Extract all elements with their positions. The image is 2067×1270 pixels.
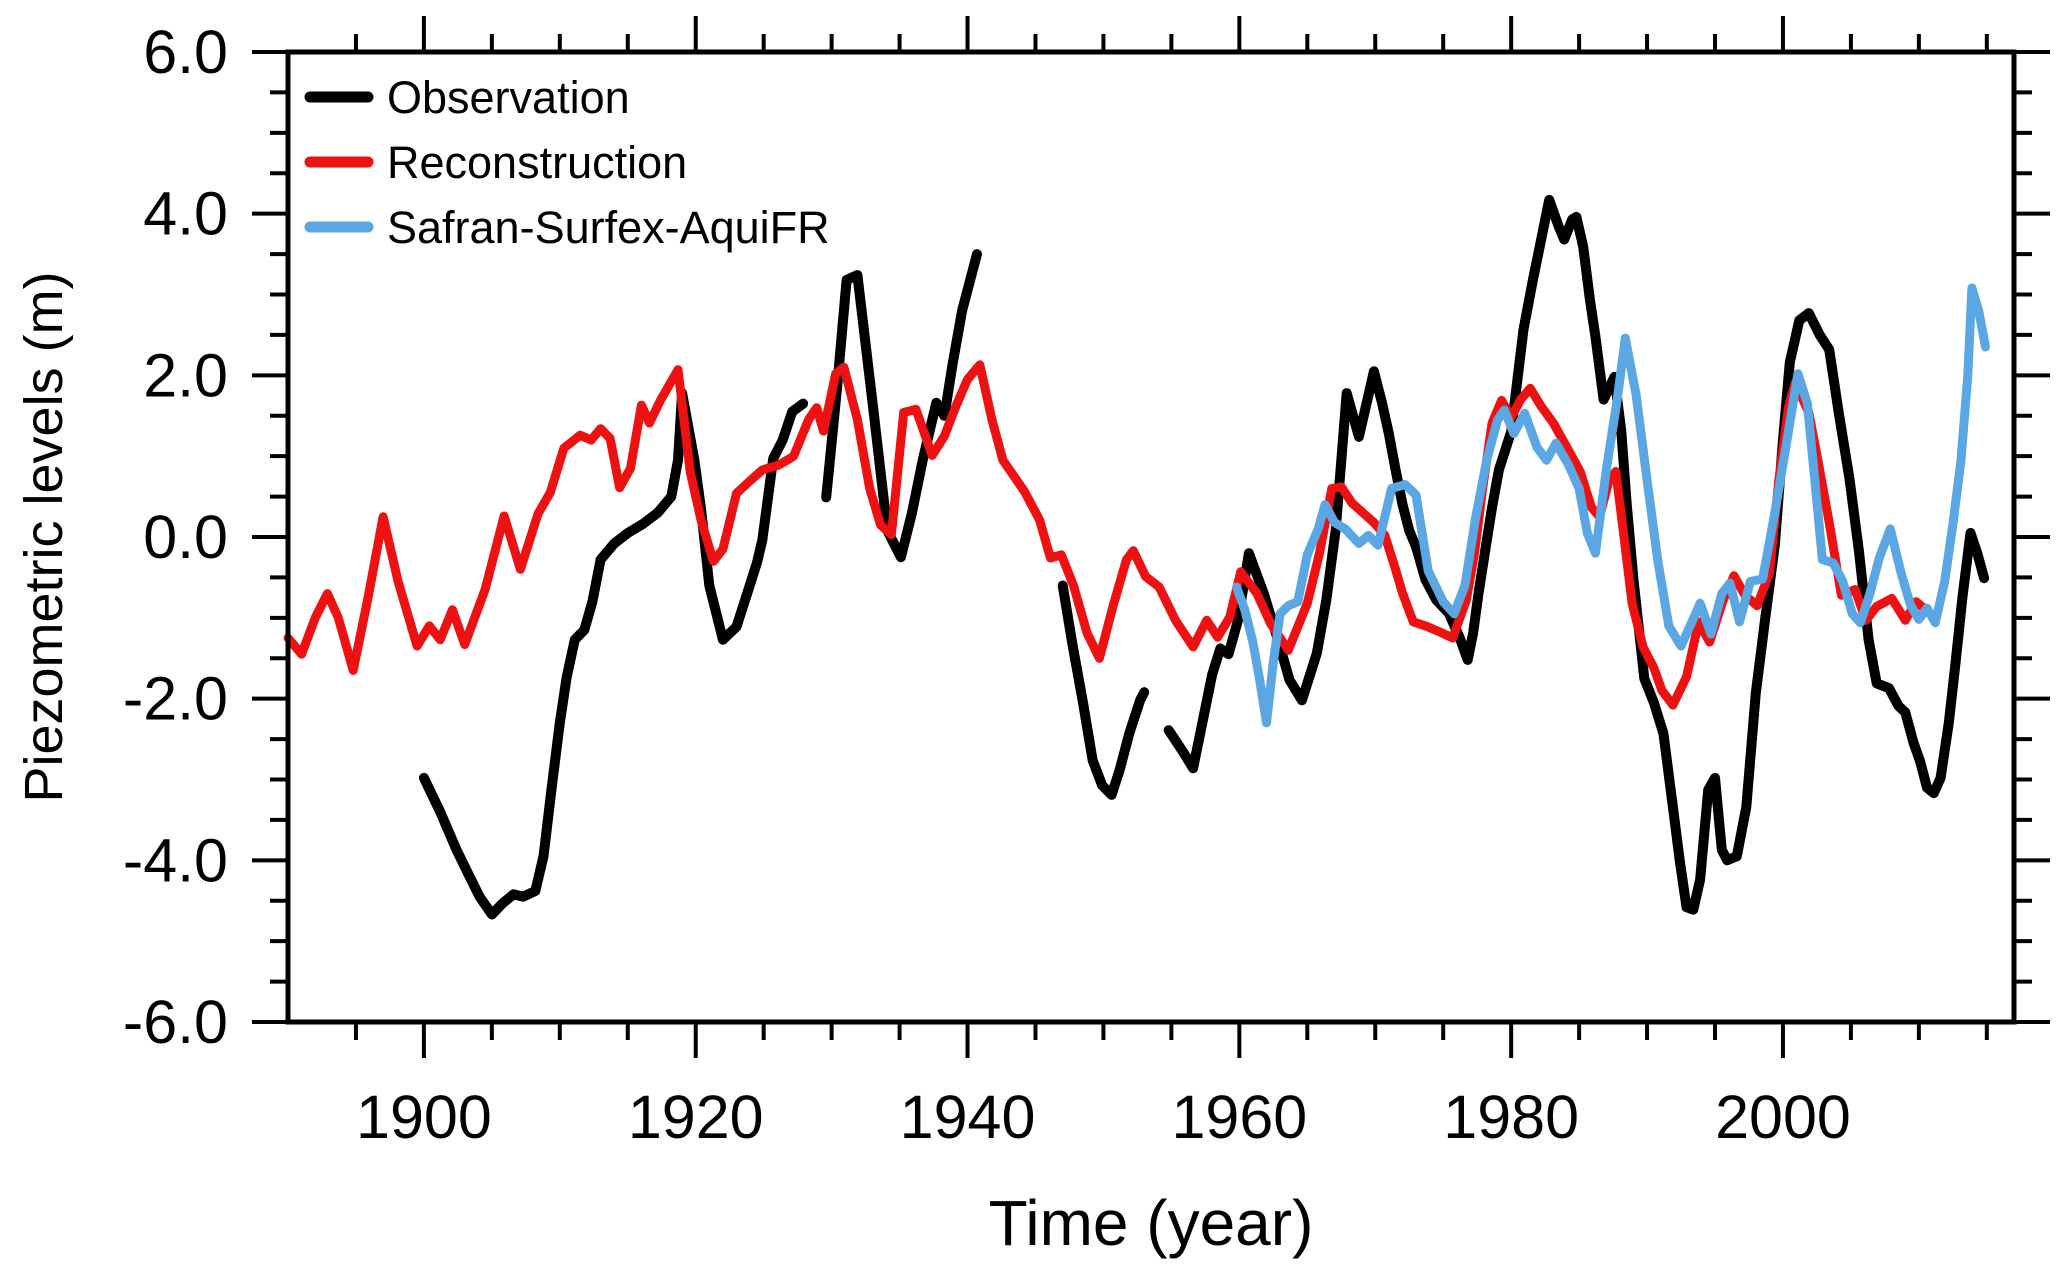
- series-observation-line: [418, 388, 809, 920]
- series-observation-line: [821, 249, 982, 563]
- x-tick-label: 1960: [1171, 1083, 1307, 1151]
- series-reconstruction-line: [283, 360, 1931, 710]
- y-tick-label: -2.0: [123, 665, 228, 733]
- y-tick-label: -4.0: [123, 826, 228, 894]
- x-tick-label: 1940: [900, 1083, 1036, 1151]
- series-observation-line: [1163, 194, 1990, 915]
- y-tick-label: 6.0: [143, 18, 228, 86]
- x-axis-title: Time (year): [989, 1187, 1314, 1259]
- x-tick-label: 1900: [356, 1083, 492, 1151]
- y-tick-label: -6.0: [123, 988, 228, 1056]
- axis-ticks: [252, 16, 2050, 1058]
- series-observation-line: [1057, 580, 1150, 800]
- legend-observation-label: Observation: [387, 72, 630, 123]
- data-series: [283, 194, 1990, 920]
- x-tick-label: 1920: [628, 1083, 764, 1151]
- legend-reconstruction-label: Reconstruction: [387, 137, 687, 188]
- y-tick-label: 0.0: [143, 503, 228, 571]
- x-tick-label: 2000: [1715, 1083, 1851, 1151]
- y-tick-label: 4.0: [143, 180, 228, 248]
- plot-frame: [285, 49, 2017, 1025]
- legend: Observation Reconstruction Safran-Surfex…: [304, 72, 830, 253]
- series-safran-surfex-aquifr-line: [1232, 283, 1990, 728]
- x-tick-label: 1980: [1443, 1083, 1579, 1151]
- axis-tick-labels: 1900 1920 1940 1960 1980 2000 -6.0 -4.0 -2.0 0.0 2…: [123, 18, 1851, 1151]
- y-axis-title: Piezometric levels (m): [14, 271, 74, 802]
- legend-safran-surfex-aquifr-label: Safran-Surfex-AquiFR: [387, 202, 830, 253]
- y-tick-label: 2.0: [143, 341, 228, 409]
